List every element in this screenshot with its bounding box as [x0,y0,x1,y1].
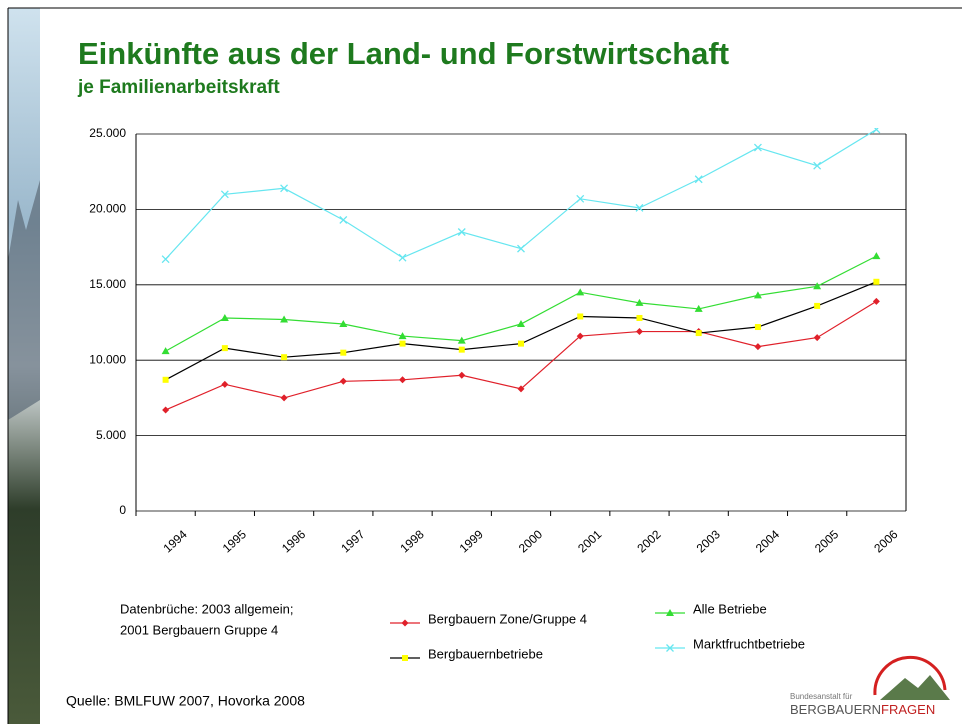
marker [339,215,348,224]
marker [280,394,288,402]
marker [161,347,170,355]
marker [457,228,466,236]
plot [161,128,881,414]
title: Einkünfte aus der Land- und Forstwirtsch… [78,36,729,71]
marker [814,302,821,309]
marker [636,314,643,321]
marker [753,143,762,152]
marker [280,315,289,323]
marker [635,298,644,306]
marker [666,609,674,616]
logo: Bundesanstalt für BERGBAUERNFRAGEN [790,655,950,717]
marker [517,320,525,328]
legend-label: Bergbauern Zone/Gruppe 4 [428,611,587,626]
marker [402,655,408,661]
marker [576,332,584,340]
marker [694,304,703,312]
marker [221,380,229,388]
marker [399,376,407,384]
marker [695,330,702,337]
marker [872,128,881,134]
marker [872,297,880,305]
logo-text: Bundesanstalt für [790,692,853,701]
marker [399,340,406,347]
y-tick-label: 15.000 [89,277,126,291]
marker [162,406,170,414]
marker [220,313,229,321]
legend-label: Alle Betriebe [693,601,767,616]
subtitle: je Familienarbeitskraft [77,77,280,98]
marker [576,288,585,296]
logo-mountain [880,675,950,700]
source: Quelle: BMLFUW 2007, Hovorka 2008 [66,693,305,709]
marker [162,376,169,383]
marker [813,282,822,290]
note: Datenbrüche: 2003 allgemein; [120,601,293,616]
y-tick-label: 25.000 [89,126,126,140]
marker [577,313,584,320]
legend-label: Bergbauernbetriebe [428,646,543,661]
y-tick-label: 20.000 [89,202,126,216]
marker [517,244,525,253]
mountain [8,180,40,420]
marker [220,190,229,199]
marker [161,255,170,264]
logo-text: BERGBAUERNFRAGEN [790,702,935,717]
marker [694,175,703,184]
y-tick-label: 5.000 [96,428,126,442]
note: 2001 Bergbauern Gruppe 4 [120,622,278,637]
y-tick-label: 0 [119,503,126,517]
marker [754,343,762,351]
legend-label: Marktfruchtbetriebe [693,636,805,651]
marker [517,385,525,393]
marker [873,278,880,285]
marker [221,345,228,352]
marker [458,346,465,353]
marker [280,184,289,193]
logo-arc [873,655,947,696]
y-tick-label: 10.000 [89,352,126,366]
marker [635,203,644,212]
marker [753,291,762,299]
marker [398,332,407,340]
marker [339,377,347,385]
marker [401,619,409,627]
marker [398,253,407,262]
marker [340,349,347,356]
marker [457,336,466,344]
marker [281,354,288,361]
marker [339,320,348,328]
marker [813,334,821,342]
marker [458,371,466,379]
marker [635,328,643,336]
marker [813,161,822,170]
marker [754,324,761,331]
marker [518,340,524,347]
marker [872,252,881,260]
marker [666,644,674,652]
marker [576,194,585,203]
